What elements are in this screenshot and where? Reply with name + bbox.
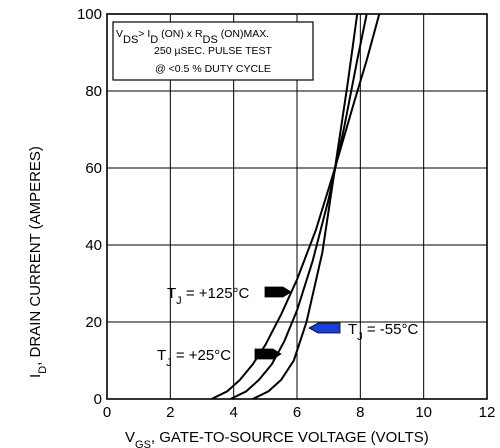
y-tick-label: 80 xyxy=(85,83,102,100)
series-line xyxy=(252,14,359,399)
temperature-annotations: TJ = +125°C TJ = +25°C TJ = -55°C xyxy=(157,285,418,369)
plot-frame xyxy=(106,13,488,400)
note-border xyxy=(112,21,314,81)
curves xyxy=(211,14,381,399)
test-conditions-box: VDS> ID (ON) x RDS (ON)MAX.250 µSEC. PUL… xyxy=(112,21,314,81)
y-tick-label: 20 xyxy=(85,314,102,331)
y-axis-label: ID, DRAIN CURRENT (AMPERES) xyxy=(27,146,49,378)
x-tick-label: 4 xyxy=(229,404,237,421)
x-tick-label: 10 xyxy=(415,404,432,421)
note-line: @ <0.5 % DUTY CYCLE xyxy=(155,63,271,75)
annotation-arrow xyxy=(308,322,341,334)
x-tick-label: 6 xyxy=(293,404,301,421)
x-tick-label: 2 xyxy=(166,404,174,421)
y-tick-label: 0 xyxy=(94,391,102,408)
series-line xyxy=(230,14,368,399)
x-axis-label: VGS, GATE-TO-SOURCE VOLTAGE (VOLTS) xyxy=(125,429,429,448)
annotation-0: TJ = +125°C xyxy=(167,285,292,307)
plot-border xyxy=(106,13,488,400)
y-tick-label: 60 xyxy=(85,160,102,177)
annotation-arrow xyxy=(264,286,292,298)
x-tick-label: 8 xyxy=(356,404,364,421)
annotation-label: TJ = +125°C xyxy=(167,285,250,307)
annotation-arrow xyxy=(254,348,282,360)
note-line: 250 µSEC. PULSE TEST xyxy=(154,45,272,57)
y-tick-label: 100 xyxy=(77,6,102,23)
note-line: VDS> ID (ON) x RDS (ON)MAX. xyxy=(116,28,269,46)
x-tick-label: 12 xyxy=(479,404,496,421)
annotation-label: TJ = +25°C xyxy=(157,347,231,369)
annotation-1: TJ = +25°C xyxy=(157,347,282,369)
annotation-label: TJ = -55°C xyxy=(348,321,418,343)
y-tick-label: 40 xyxy=(85,237,102,254)
x-tick-label: 0 xyxy=(103,404,111,421)
annotation-2: TJ = -55°C xyxy=(308,321,418,343)
series-line xyxy=(211,14,381,399)
tick-labels: 0 2 4 6 8 10 12 0 20 40 60 80 100 xyxy=(77,6,495,421)
